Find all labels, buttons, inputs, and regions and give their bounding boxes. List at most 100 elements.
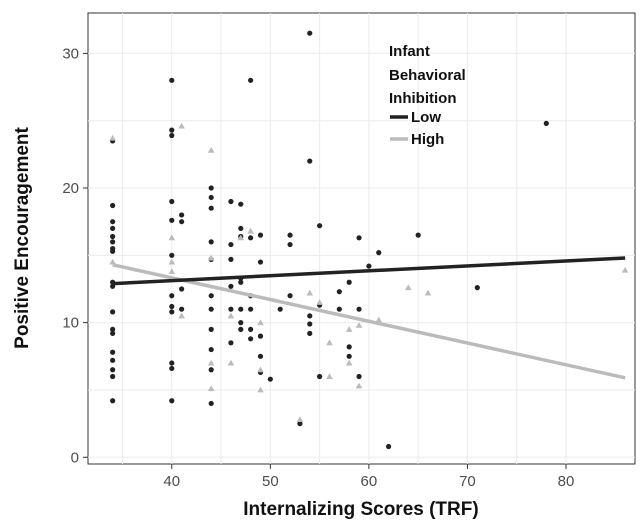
- y-axis-title: Positive Encouragement: [12, 126, 33, 348]
- point-low: [208, 326, 214, 332]
- point-high: [257, 319, 264, 326]
- point-high: [355, 322, 363, 328]
- point-low: [110, 349, 116, 355]
- point-low: [356, 235, 362, 241]
- point-high: [326, 373, 333, 379]
- point-high: [207, 147, 215, 153]
- fit-line-low: [112, 256, 626, 286]
- x-tick-label: 70: [459, 473, 476, 490]
- point-low: [110, 248, 116, 254]
- point-low: [346, 279, 352, 285]
- point-high: [375, 316, 383, 323]
- point-low: [169, 132, 175, 139]
- point-low: [336, 306, 342, 312]
- point-low: [257, 333, 264, 339]
- point-high: [178, 122, 185, 129]
- point-low: [346, 353, 352, 359]
- legend-title-line-1: Infant: [389, 43, 430, 60]
- point-high: [207, 254, 215, 261]
- point-low: [110, 373, 116, 380]
- point-low: [257, 353, 264, 359]
- point-high: [237, 234, 245, 241]
- point-low: [169, 309, 175, 315]
- point-low: [238, 320, 244, 326]
- y-axis-ticks: 0 10 20 30: [62, 45, 88, 466]
- point-low: [208, 400, 214, 407]
- point-high: [257, 386, 264, 393]
- point-high: [355, 382, 363, 389]
- point-low: [208, 293, 214, 299]
- point-low: [248, 306, 254, 312]
- point-low: [228, 241, 234, 248]
- fit-line-high: [112, 263, 626, 380]
- point-low: [208, 194, 214, 201]
- series-low: [110, 30, 549, 450]
- point-low: [307, 330, 313, 337]
- point-low: [376, 250, 382, 256]
- point-low: [248, 336, 254, 342]
- legend-title-line-2: Behavioral: [389, 67, 466, 84]
- point-low: [110, 225, 116, 232]
- point-low: [169, 303, 175, 310]
- point-low: [415, 232, 421, 238]
- point-high: [109, 134, 116, 141]
- point-high: [227, 312, 235, 319]
- point-low: [169, 127, 175, 133]
- point-low: [248, 326, 254, 332]
- point-high: [168, 234, 176, 241]
- point-high: [296, 416, 304, 423]
- legend-label-low: Low: [411, 109, 441, 126]
- point-high: [168, 258, 176, 265]
- point-low: [267, 376, 273, 382]
- point-low: [208, 346, 214, 353]
- point-low: [208, 306, 214, 312]
- point-low: [543, 120, 549, 126]
- point-low: [179, 286, 185, 292]
- point-low: [228, 198, 234, 205]
- point-low: [110, 398, 116, 404]
- point-low: [356, 306, 362, 312]
- point-low: [110, 357, 116, 363]
- point-low: [228, 340, 234, 346]
- point-low: [238, 225, 244, 232]
- point-high: [247, 227, 254, 234]
- point-high: [207, 385, 215, 392]
- point-high: [326, 339, 333, 346]
- point-low: [277, 306, 283, 312]
- point-low: [169, 360, 175, 366]
- point-low: [169, 217, 175, 223]
- point-high: [109, 258, 116, 265]
- point-low: [317, 373, 323, 380]
- point-low: [169, 365, 175, 372]
- point-high: [257, 366, 264, 373]
- point-high: [168, 268, 176, 274]
- point-low: [238, 279, 244, 285]
- point-low: [317, 223, 323, 229]
- y-tick-label: 0: [71, 449, 79, 466]
- x-tick-label: 40: [163, 473, 180, 490]
- point-low: [179, 306, 185, 312]
- point-low: [208, 367, 214, 373]
- point-low: [169, 398, 175, 404]
- point-low: [287, 241, 293, 248]
- x-tick-label: 50: [262, 473, 279, 490]
- x-tick-label: 60: [361, 473, 378, 490]
- point-low: [257, 259, 264, 265]
- point-low: [356, 373, 362, 380]
- point-low: [110, 219, 116, 225]
- point-high: [306, 289, 314, 296]
- y-tick-label: 20: [62, 180, 79, 197]
- point-low: [287, 232, 293, 238]
- point-low: [208, 205, 214, 211]
- point-low: [110, 233, 116, 240]
- point-low: [346, 344, 352, 350]
- y-tick-label: 30: [62, 45, 79, 62]
- point-low: [208, 239, 214, 245]
- point-low: [179, 212, 185, 218]
- point-high: [227, 359, 235, 366]
- legend-label-high: High: [411, 131, 444, 148]
- point-low: [110, 239, 116, 245]
- point-low: [307, 321, 313, 327]
- point-high: [424, 289, 432, 296]
